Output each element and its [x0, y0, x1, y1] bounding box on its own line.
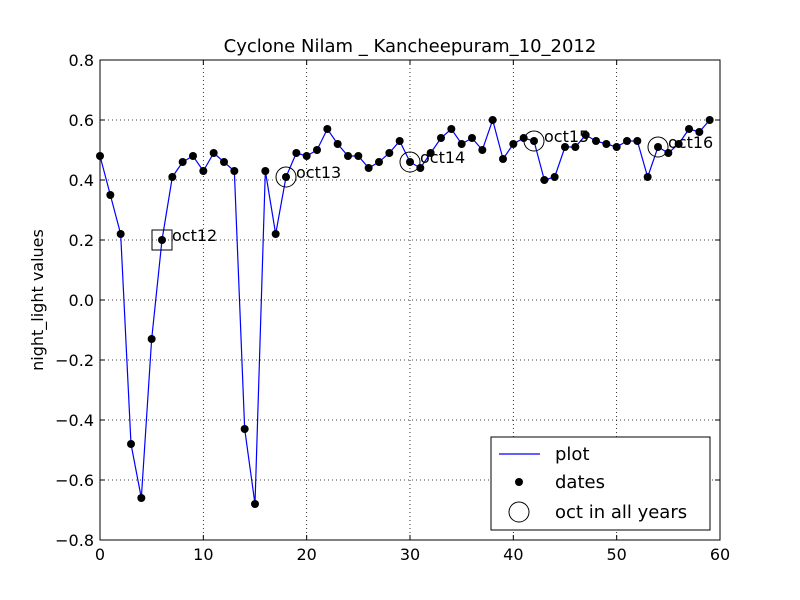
data-point-dates: [654, 143, 662, 151]
data-point-dates: [282, 173, 290, 181]
annotation-label: oct16: [668, 133, 713, 152]
data-point-dates: [385, 149, 394, 157]
y-tick-label: 0.6: [69, 111, 94, 130]
data-point-dates: [612, 143, 621, 151]
x-tick-label: 60: [710, 545, 730, 564]
y-tick-label: −0.4: [55, 411, 94, 430]
data-point-dates: [437, 134, 445, 142]
data-point-dates: [116, 230, 125, 238]
data-point-dates: [323, 125, 332, 133]
data-point-dates: [127, 440, 135, 448]
legend-label: dates: [555, 472, 605, 493]
y-axis-label: night_light values: [28, 229, 48, 371]
data-point-dates: [550, 173, 559, 181]
data-point-dates: [168, 173, 177, 181]
data-point-dates: [416, 164, 425, 172]
data-point-dates: [674, 140, 683, 148]
data-point-dates: [705, 116, 714, 124]
plot-area: oct12 oct13 oct14 oct15 oct16: [96, 116, 714, 508]
data-point-dates: [685, 125, 693, 133]
data-point-dates: [106, 191, 115, 199]
data-point-dates: [364, 164, 373, 172]
data-point-dates: [426, 149, 435, 157]
data-point-dates: [488, 116, 497, 124]
data-point-dates: [633, 137, 642, 145]
data-point-dates: [240, 425, 249, 433]
oct-marker: [275, 166, 297, 188]
data-point-dates: [499, 155, 507, 163]
data-point-dates: [406, 158, 414, 166]
data-point-dates: [354, 152, 363, 160]
annotation-label: oct15: [544, 127, 589, 146]
data-point-dates: [540, 176, 549, 184]
x-tick-label: 20: [296, 545, 316, 564]
y-tick-label: 0.8: [69, 51, 94, 70]
data-point-dates: [302, 152, 311, 160]
data-point-dates: [530, 137, 538, 145]
x-tick-label: 30: [400, 545, 420, 564]
oct-marker: [647, 136, 669, 158]
data-point-dates: [592, 137, 600, 145]
data-point-dates: [571, 143, 580, 151]
y-tick-label: −0.6: [55, 471, 94, 490]
legend-box: [490, 436, 711, 531]
y-tick-label: 0.2: [69, 231, 94, 250]
y-tick-label: 0.0: [69, 291, 94, 310]
data-point-dates: [178, 158, 187, 166]
legend-swatch-oct: [508, 501, 530, 523]
data-point-dates: [271, 230, 280, 238]
data-point-dates: [643, 173, 652, 181]
x-tick-label: 0: [95, 545, 105, 564]
data-point-dates: [147, 335, 156, 343]
y-tick-label: −0.8: [55, 531, 94, 550]
data-point-dates: [137, 494, 146, 502]
data-point-dates: [189, 152, 197, 160]
data-point-dates: [478, 146, 487, 154]
x-tick-label: 10: [193, 545, 213, 564]
data-point-dates: [158, 236, 166, 244]
axis-ticks: 0 10 20 30 40 50 60 −0.8 −0.6 −0.4 −0.2 0.0 0.2 0.4 0.…: [55, 51, 730, 564]
data-point-dates: [292, 149, 301, 157]
chart-title: Cyclone Nilam _ Kancheepuram_10_2012: [224, 36, 597, 57]
legend-swatch-dates: [515, 478, 523, 486]
data-point-dates: [199, 167, 208, 175]
data-point-dates: [333, 140, 342, 148]
data-point-dates: [344, 152, 352, 160]
x-tick-label: 40: [503, 545, 523, 564]
data-point-dates: [561, 143, 569, 151]
x-tick-label: 50: [606, 545, 626, 564]
data-point-dates: [509, 140, 518, 148]
annotation-label: oct12: [172, 226, 217, 245]
data-point-dates: [261, 167, 270, 175]
legend-label: oct in all years: [555, 502, 687, 523]
data-point-dates: [209, 149, 218, 157]
y-tick-label: −0.2: [55, 351, 94, 370]
data-point-dates: [220, 158, 228, 166]
annotation-label: oct13: [296, 163, 341, 182]
data-point-dates: [602, 140, 611, 148]
data-point-dates: [623, 137, 631, 145]
data-point-dates: [581, 131, 590, 139]
y-tick-label: 0.4: [69, 171, 94, 190]
data-point-dates: [395, 137, 404, 145]
data-point-dates: [457, 140, 466, 148]
oct-marker: [151, 229, 173, 251]
data-point-dates: [695, 128, 704, 136]
data-point-dates: [375, 158, 383, 166]
data-point-dates: [313, 146, 321, 154]
oct-marker: [523, 130, 545, 152]
annotation-label: oct14: [420, 148, 465, 167]
data-point-dates: [251, 500, 259, 508]
legend-label: plot: [555, 444, 590, 465]
data-point-dates: [664, 149, 673, 157]
data-point-dates: [230, 167, 239, 175]
data-point-dates: [447, 125, 456, 133]
oct-marker: [399, 151, 421, 173]
data-point-dates: [468, 134, 476, 142]
grid-lines: [100, 60, 720, 540]
legend: plot dates oct in all years: [490, 436, 711, 531]
